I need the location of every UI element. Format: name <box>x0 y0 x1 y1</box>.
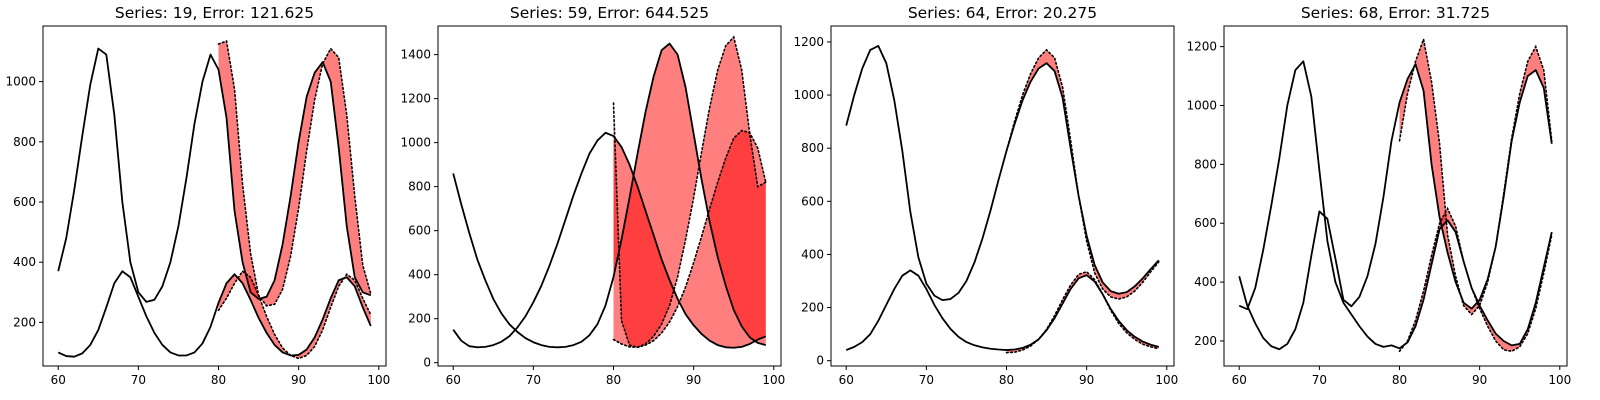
error-band <box>1399 39 1552 315</box>
y-tick-label: 200 <box>1194 334 1217 348</box>
y-tick-label: 800 <box>801 141 824 155</box>
axes-frame <box>1223 25 1568 367</box>
axes-frame <box>42 25 387 367</box>
plot-area <box>452 35 767 349</box>
chart-title: Series: 19, Error: 121.625 <box>115 4 314 22</box>
chart-title: Series: 64, Error: 20.275 <box>908 4 1097 22</box>
actual-series-line <box>1238 63 1553 351</box>
x-tick-label: 80 <box>999 373 1014 387</box>
actual-series-line <box>845 269 1160 351</box>
x-tick-label: 60 <box>839 373 854 387</box>
y-tick-label: 600 <box>13 195 36 209</box>
y-tick-label: 0 <box>816 354 824 368</box>
actual-series-line <box>1238 60 1553 350</box>
y-tick-label: 400 <box>1194 275 1217 289</box>
y-tick-label: 1000 <box>5 75 36 89</box>
x-tick-label: 60 <box>51 373 66 387</box>
chart-title: Series: 59, Error: 644.525 <box>510 4 709 22</box>
actual-series-line <box>845 45 1160 302</box>
x-tick-label: 90 <box>1079 373 1094 387</box>
x-tick-label: 100 <box>1548 373 1571 387</box>
x-tick-label: 90 <box>291 373 306 387</box>
y-tick-label: 0 <box>423 356 431 370</box>
plot-area <box>57 39 372 360</box>
x-tick-label: 70 <box>131 373 146 387</box>
y-tick-label: 400 <box>408 268 431 282</box>
y-tick-label: 1400 <box>400 48 431 62</box>
predicted-series-line <box>612 129 767 349</box>
error-band <box>1006 49 1159 300</box>
actual-series-line <box>57 270 372 358</box>
chart-title: Series: 68, Error: 31.725 <box>1301 4 1490 22</box>
y-tick-label: 600 <box>1194 216 1217 230</box>
y-tick-label: 800 <box>1194 157 1217 171</box>
y-tick-label: 1200 <box>1186 40 1217 54</box>
x-tick-label: 70 <box>526 373 541 387</box>
x-tick-label: 100 <box>367 373 390 387</box>
chart-panel-1: Series: 19, Error: 121.625 60 70 80 90 100 200… <box>5 4 390 387</box>
y-tick-label: 1000 <box>400 136 431 150</box>
actual-series-line <box>57 47 372 303</box>
x-tick-label: 90 <box>686 373 701 387</box>
predicted-series-line <box>1005 48 1160 300</box>
x-tick-label: 80 <box>606 373 621 387</box>
x-tick-label: 100 <box>1155 373 1178 387</box>
y-tick-label: 200 <box>13 315 36 329</box>
x-tick-label: 60 <box>446 373 461 387</box>
actual-series-line <box>452 131 767 349</box>
axes-frame <box>437 25 782 367</box>
actual-series-line <box>452 42 767 349</box>
panels: Series: 19, Error: 121.625 60 70 80 90 100 200… <box>5 4 1571 387</box>
y-tick-label: 400 <box>801 247 824 261</box>
y-tick-label: 600 <box>408 224 431 238</box>
y-tick-label: 1000 <box>1186 98 1217 112</box>
y-tick-label: 400 <box>13 255 36 269</box>
x-tick-label: 90 <box>1472 373 1487 387</box>
error-band <box>218 271 371 359</box>
x-tick-label: 70 <box>1312 373 1327 387</box>
predicted-series-line <box>217 39 372 307</box>
predicted-series-line <box>1398 206 1553 353</box>
y-tick-label: 200 <box>801 301 824 315</box>
x-tick-label: 80 <box>211 373 226 387</box>
y-tick-label: 1200 <box>400 92 431 106</box>
y-tick-label: 1200 <box>793 35 824 49</box>
predicted-series-line <box>217 270 372 360</box>
y-tick-label: 1000 <box>793 88 824 102</box>
y-tick-label: 800 <box>13 135 36 149</box>
x-tick-label: 100 <box>762 373 785 387</box>
y-tick-label: 800 <box>408 180 431 194</box>
chart-panel-4: Series: 68, Error: 31.725 60 70 80 90 100 200 4… <box>1186 4 1571 387</box>
y-tick-label: 600 <box>801 194 824 208</box>
plot-area <box>1238 36 1553 353</box>
predicted-series-line <box>1005 270 1160 354</box>
x-tick-label: 80 <box>1392 373 1407 387</box>
y-tick-label: 200 <box>408 312 431 326</box>
plot-area <box>845 45 1160 354</box>
predicted-series-line <box>1398 36 1553 316</box>
axes-frame <box>830 25 1175 367</box>
x-tick-label: 60 <box>1232 373 1247 387</box>
x-tick-label: 70 <box>919 373 934 387</box>
